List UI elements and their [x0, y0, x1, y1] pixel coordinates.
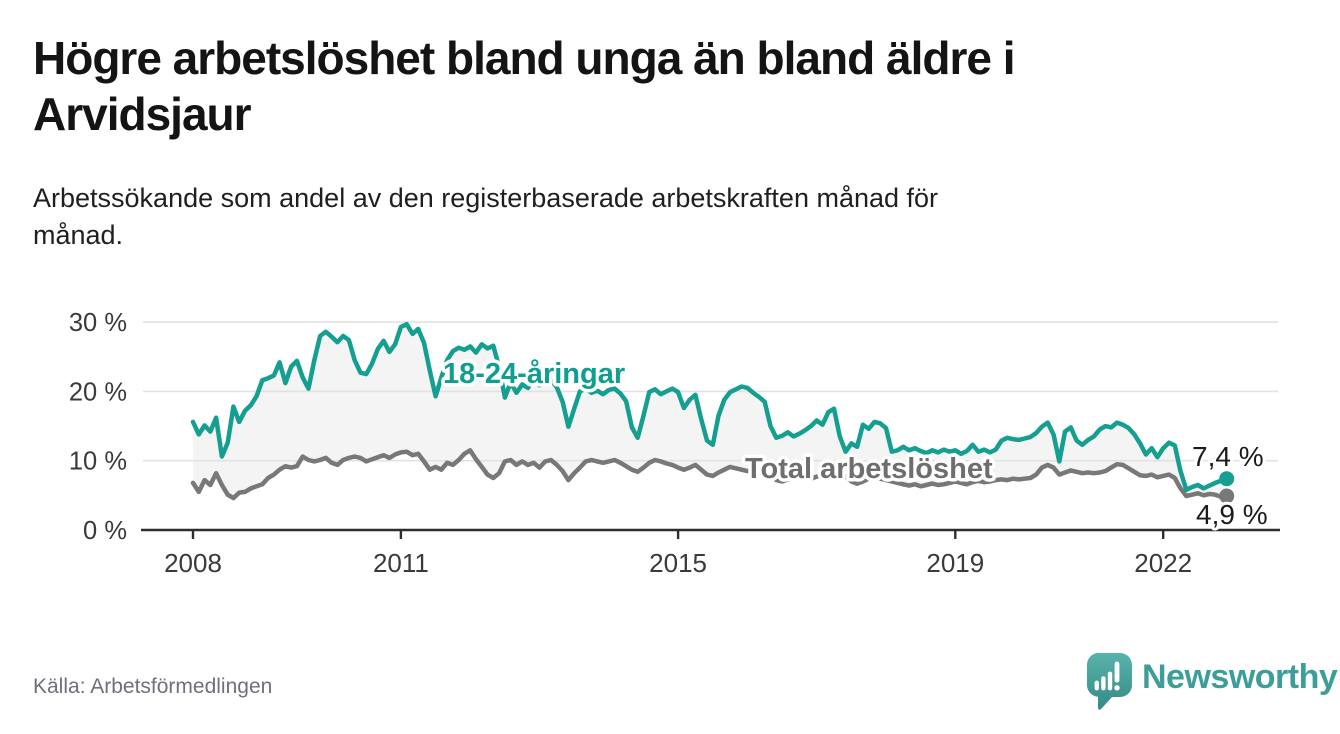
- series-area-fill: [193, 324, 1227, 499]
- brand-name: Newsworthy: [1142, 657, 1338, 696]
- y-tick-label-20: 20 %: [69, 378, 127, 406]
- page-title: Högre arbetslöshet bland unga än bland ä…: [33, 30, 1323, 142]
- newsworthy-logo-icon: [1087, 652, 1132, 710]
- bar-chart-glyph: [1094, 661, 1120, 690]
- chart-subtitle: Arbetssökande som andel av den registerb…: [33, 180, 1273, 254]
- series-endpoint-dot-total-arbetsloshet: [1219, 488, 1235, 504]
- y-tick-label-30: 30 %: [69, 309, 127, 337]
- x-tick-label-2022: 2022: [1134, 548, 1192, 578]
- source-note: Källa: Arbetsförmedlingen: [33, 675, 273, 698]
- y-tick-label-0: 0 %: [83, 517, 127, 545]
- chart-subtitle-line-2: månad.: [33, 220, 124, 250]
- page-title-line-2: Arvidsjaur: [33, 88, 252, 140]
- x-tick-label-2011: 2011: [373, 548, 429, 578]
- exclamation-bar: [1114, 661, 1120, 683]
- page-title-line-1: Högre arbetslöshet bland unga än bland ä…: [33, 32, 1016, 84]
- chart-subtitle-line-1: Arbetssökande som andel av den registerb…: [33, 183, 939, 213]
- series-line-total-arbetsloshet: [190, 448, 1229, 501]
- x-tick-label-2019: 2019: [926, 548, 984, 578]
- end-value-label-18-24-aringar: 7,4 %: [1192, 441, 1264, 472]
- series-label-total-arbetsloshet: Total arbetslöshet: [745, 453, 993, 485]
- brand-logo: Newsworthy: [1086, 651, 1338, 713]
- chart-svg: 2008 2011 2015 2019 2022 0 % 10 % 20 % 30 % 18-24…: [69, 309, 1280, 578]
- series-label-18-24-aringar: 18-24-åringar: [443, 358, 625, 390]
- x-tick-label-2008: 2008: [164, 548, 222, 578]
- x-tick-label-2015: 2015: [649, 548, 707, 578]
- exclamation-dot: [1114, 684, 1120, 690]
- series-endpoint-dot-18-24-aringar: [1219, 471, 1235, 487]
- end-value-label-total-arbetsloshet: 4,9 %: [1196, 499, 1268, 530]
- y-tick-label-10: 10 %: [69, 448, 127, 476]
- line-chart: 2008 2011 2015 2019 2022 0 % 10 % 20 % 30 % 18-24…: [0, 285, 1340, 615]
- series-line-18-24-aringar: [190, 321, 1229, 493]
